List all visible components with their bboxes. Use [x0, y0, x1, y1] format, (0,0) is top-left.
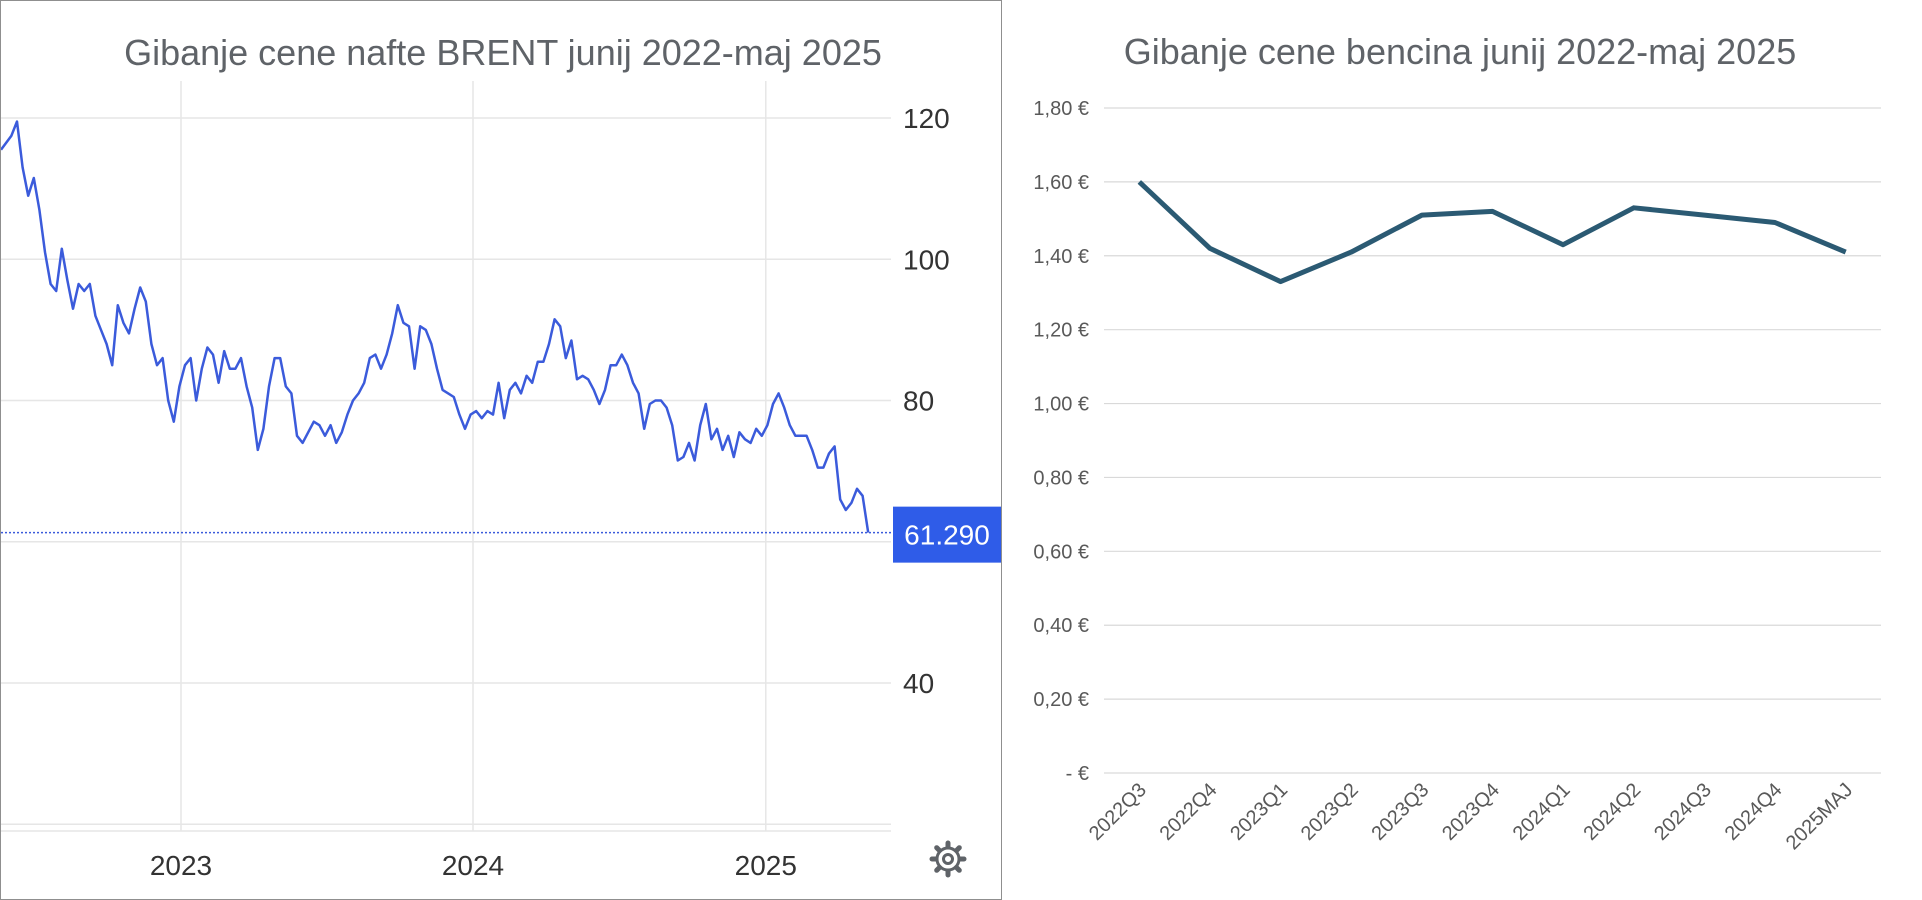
petrol-y-tick-label: 0,20 €	[1033, 689, 1089, 711]
petrol-x-tick-label: 2022Q4	[1156, 779, 1222, 845]
brent-chart-title: Gibanje cene nafte BRENT junij 2022-maj …	[124, 32, 882, 73]
brent-chart: Gibanje cene nafte BRENT junij 2022-maj …	[1, 32, 1001, 881]
petrol-chart-title: Gibanje cene bencina junij 2022-maj 2025	[1124, 31, 1796, 72]
petrol-x-tick-label: 2023Q4	[1438, 779, 1504, 845]
petrol-x-tick-label: 2023Q3	[1368, 779, 1434, 845]
brent-y-tick-label: 80	[903, 386, 934, 417]
petrol-y-tick-label: 1,80 €	[1033, 98, 1089, 120]
brent-chart-panel: Gibanje cene nafte BRENT junij 2022-maj …	[0, 0, 1002, 900]
petrol-x-tick-label: 2024Q3	[1650, 779, 1716, 845]
petrol-y-tick-label: 1,20 €	[1033, 320, 1089, 342]
last-value-label: 61.290	[904, 520, 990, 551]
petrol-x-tick-label: 2022Q3	[1085, 779, 1151, 845]
brent-x-tick-label: 2023	[150, 850, 212, 881]
brent-x-axis: 2023 2024 2025	[150, 850, 797, 881]
petrol-x-tick-label: 2024Q4	[1721, 779, 1787, 845]
petrol-y-tick-label: 0,40 €	[1033, 615, 1089, 637]
petrol-grid	[1104, 107, 1881, 774]
brent-y-axis: 120 100 80 40	[903, 103, 950, 699]
petrol-x-tick-label: 2024Q1	[1509, 779, 1575, 845]
gear-icon[interactable]	[929, 840, 967, 878]
brent-series	[1, 120, 899, 534]
petrol-y-tick-label: 0,60 €	[1033, 541, 1089, 563]
petrol-y-tick-label: 0,80 €	[1033, 467, 1089, 489]
petrol-chart: Gibanje cene bencina junij 2022-maj 2025…	[1033, 31, 1881, 854]
brent-series-line	[1, 120, 870, 533]
petrol-y-tick-label: 1,00 €	[1033, 394, 1089, 416]
petrol-y-axis: 1,80 € 1,60 € 1,40 € 1,20 € 1,00 € 0,80 € 0,60…	[1033, 98, 1089, 785]
petrol-y-tick-label: 1,40 €	[1033, 246, 1089, 268]
petrol-x-tick-label: 2024Q2	[1579, 779, 1645, 845]
brent-grid	[1, 81, 891, 832]
petrol-x-axis: 2022Q3 2022Q4 2023Q1 2023Q2 2023Q3 2023Q4 2024…	[1085, 779, 1857, 854]
brent-x-tick-label: 2024	[442, 850, 504, 881]
petrol-chart-panel: Gibanje cene bencina junij 2022-maj 2025…	[1003, 0, 1922, 900]
petrol-series	[1137, 180, 1847, 285]
brent-x-tick-label: 2025	[735, 850, 797, 881]
petrol-y-tick-label: 1,60 €	[1033, 172, 1089, 194]
last-value-badge: 61.290	[893, 506, 1001, 563]
petrol-y-tick-label: - €	[1066, 763, 1089, 785]
brent-y-tick-label: 120	[903, 103, 950, 134]
brent-y-tick-label: 40	[903, 668, 934, 699]
petrol-x-tick-label: 2023Q2	[1297, 779, 1363, 845]
brent-y-tick-label: 100	[903, 244, 950, 275]
petrol-x-tick-label: 2025MAJ	[1782, 779, 1857, 854]
petrol-series-line	[1137, 180, 1847, 285]
last-value-badge-bg	[893, 506, 1001, 563]
petrol-x-tick-label: 2023Q1	[1226, 779, 1292, 845]
